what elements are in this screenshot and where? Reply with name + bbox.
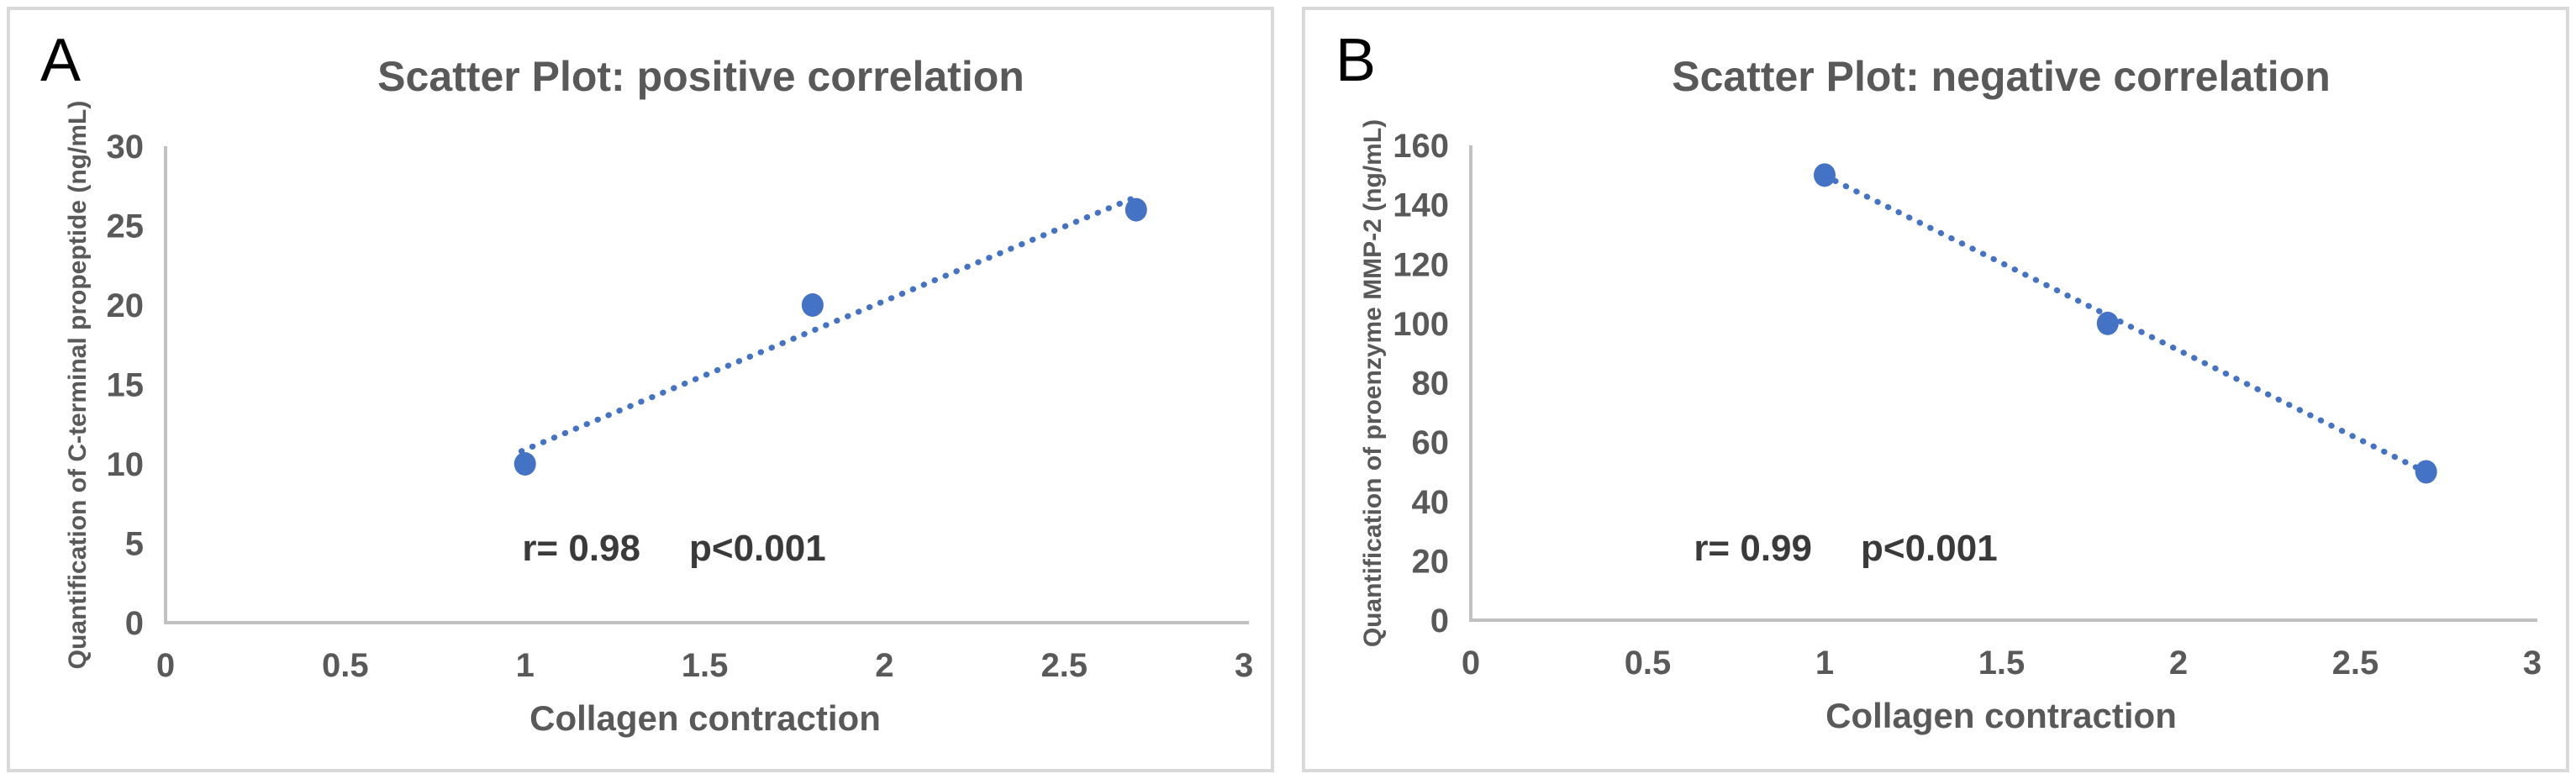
correlation-annotation: r= 0.98 p<0.001	[522, 528, 825, 569]
x-tick-label: 1	[1815, 645, 1834, 682]
y-tick-label: 5	[125, 526, 144, 563]
y-tick-label: 0	[125, 605, 144, 642]
x-tick-label: 2.5	[1040, 647, 1088, 684]
x-tick-label: 0	[1462, 645, 1480, 682]
x-axis-title: Collagen contraction	[1825, 696, 2177, 735]
correlation-annotation: r= 0.99 p<0.001	[1694, 528, 1997, 569]
y-tick-label: 40	[1412, 484, 1450, 521]
panel-a-label: A	[40, 27, 82, 94]
x-tick-label: 0.5	[322, 647, 369, 684]
y-axis-title: Quantification of proenzyme MMP-2 (ng/mL…	[1359, 119, 1387, 647]
panel-a: A 0 5 10 15 20 25 30 0 0.5 1 1.5 2 2.5 3 Scatter Plot…	[7, 7, 1274, 772]
x-tick-label: 2.5	[2332, 645, 2379, 682]
y-tick-label: 10	[107, 446, 145, 483]
y-tick-label: 140	[1393, 187, 1449, 224]
x-tick-label: 2	[875, 647, 893, 684]
panel-b: B 0 20 40 60 80 100 120 140 160 0 0.5 1 1.5 2 2.5 3 Sca…	[1302, 7, 2569, 772]
x-tick-label: 1	[516, 647, 535, 684]
x-axis-title: Collagen contraction	[529, 698, 881, 738]
x-tick-label: 3	[1235, 647, 1253, 684]
y-tick-label: 120	[1393, 246, 1449, 283]
trendline	[518, 192, 1143, 455]
data-point	[1125, 197, 1147, 222]
x-tick-label: 0.5	[1625, 645, 1672, 682]
data-point	[2415, 460, 2437, 484]
x-tick-label: 0	[156, 647, 175, 684]
data-point	[1814, 163, 1836, 187]
trendline	[1832, 177, 2422, 472]
panel-b-label: B	[1335, 27, 1377, 94]
x-tick-label: 1.5	[1978, 645, 2026, 682]
y-tick-label: 100	[1393, 306, 1449, 343]
scatter-chart-positive-correlation: 0 5 10 15 20 25 30 0 0.5 1 1.5 2 2.5 3 Scatter Plot: …	[64, 53, 1253, 738]
y-tick-label: 20	[107, 287, 145, 324]
y-tick-label: 80	[1412, 366, 1450, 403]
y-axis-title: Quantification of C-terminal propeptide …	[64, 101, 92, 670]
data-point	[2096, 311, 2119, 335]
chart-title: Scatter Plot: positive correlation	[377, 53, 1025, 100]
y-tick-label: 60	[1412, 424, 1450, 461]
y-tick-label: 25	[107, 208, 145, 245]
axis-lines	[164, 146, 1250, 624]
y-tick-label: 15	[107, 367, 145, 404]
scatter-chart-negative-correlation: 0 20 40 60 80 100 120 140 160 0 0.5 1 1.5 2 2.5 3 Scatt…	[1359, 53, 2542, 735]
y-tick-label: 30	[107, 129, 145, 166]
data-point	[514, 452, 536, 476]
y-tick-label: 0	[1430, 603, 1449, 640]
chart-title: Scatter Plot: negative correlation	[1672, 53, 2331, 100]
x-tick-label: 3	[2523, 645, 2542, 682]
y-tick-label: 160	[1393, 128, 1449, 165]
x-tick-label: 2	[2169, 645, 2188, 682]
axis-lines	[1469, 145, 2537, 622]
data-point	[801, 293, 824, 317]
x-tick-label: 1.5	[682, 647, 729, 684]
y-tick-label: 20	[1412, 543, 1450, 580]
